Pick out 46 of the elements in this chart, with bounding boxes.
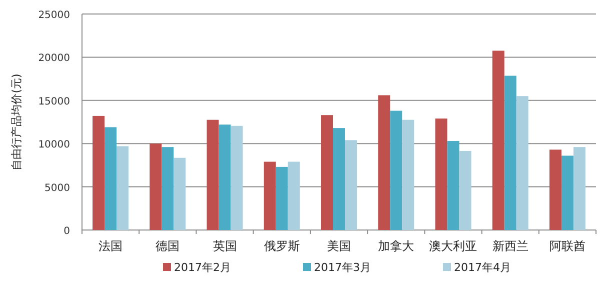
bar (390, 110, 402, 230)
x-tick-label: 德国 (156, 239, 180, 253)
bar (104, 127, 117, 230)
x-tick-label: 法国 (98, 239, 123, 253)
x-tick-label: 加拿大 (378, 239, 414, 253)
x-tick-label: 澳大利亚 (429, 239, 478, 253)
y-tick-label: 5000 (44, 182, 70, 194)
bar (516, 96, 528, 230)
bar (230, 126, 243, 230)
bar (345, 140, 357, 230)
bar (150, 144, 162, 230)
bar (573, 147, 586, 230)
bar (276, 166, 288, 230)
y-axis-title: 自由行产品均价(元) (10, 74, 23, 170)
y-tick-label: 0 (64, 226, 70, 237)
bar (447, 141, 460, 230)
bar (264, 162, 276, 230)
y-tick-label: 15000 (38, 96, 70, 108)
bar (549, 150, 562, 230)
bar (435, 118, 448, 230)
bar (218, 124, 231, 230)
y-tick-label: 10000 (38, 140, 70, 151)
x-tick-label: 新西兰 (492, 239, 528, 253)
bar (206, 120, 219, 230)
bar (288, 162, 300, 230)
y-tick-label: 20000 (38, 53, 70, 64)
bar (174, 158, 186, 230)
x-tick-label: 俄罗斯 (264, 239, 300, 253)
bar (333, 128, 345, 230)
legend-label: 2017年4月 (454, 261, 511, 274)
x-tick-label: 阿联酋 (549, 239, 586, 253)
bar (378, 95, 390, 230)
bar (459, 150, 472, 230)
bar (162, 147, 174, 230)
bar (116, 146, 129, 230)
x-tick-label: 英国 (212, 239, 237, 253)
bar (92, 116, 105, 230)
bar (561, 156, 574, 230)
bar (402, 120, 414, 230)
x-tick-label: 美国 (327, 239, 351, 253)
legend-label: 2017年2月 (174, 261, 231, 274)
y-tick-label: 25000 (38, 10, 70, 21)
bar (492, 50, 504, 230)
legend-label: 2017年3月 (314, 261, 371, 274)
bar (321, 115, 333, 230)
bar (504, 76, 516, 230)
